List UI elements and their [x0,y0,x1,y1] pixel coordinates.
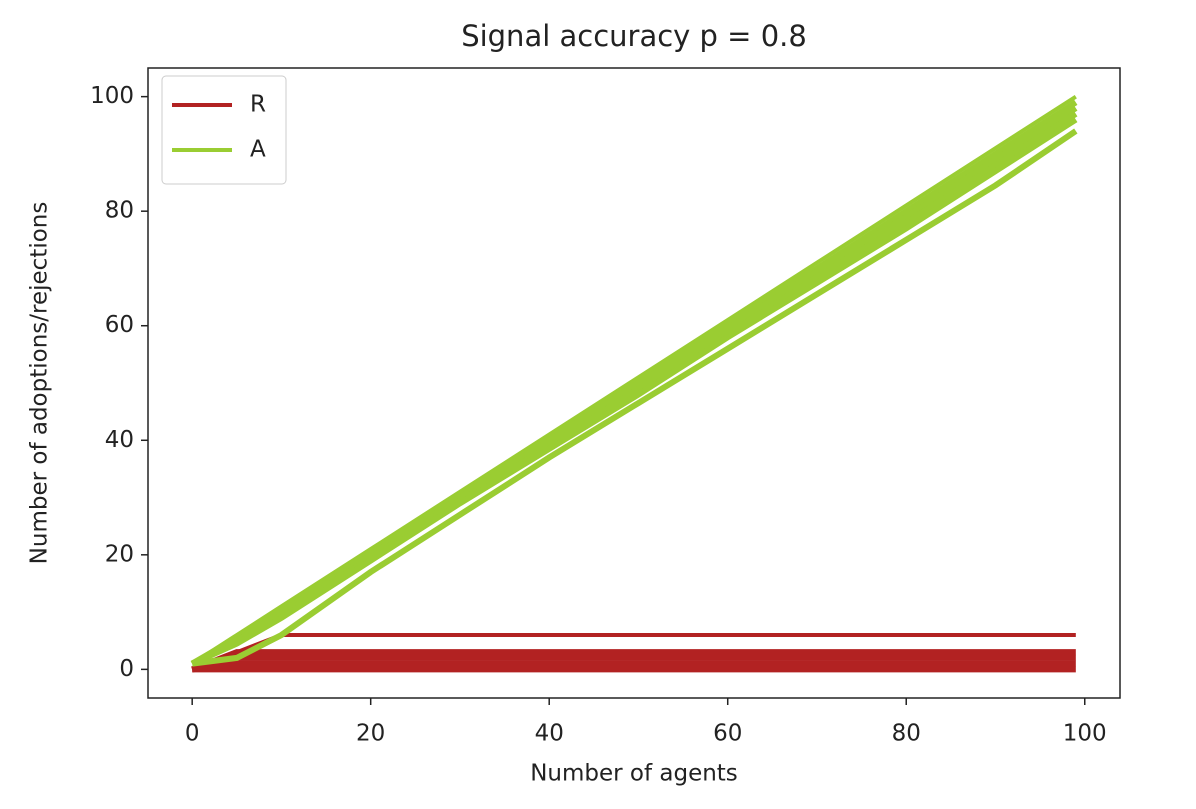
x-tick-label: 20 [356,721,385,747]
legend-label: R [250,92,266,118]
legend-label: A [250,137,266,163]
x-tick-label: 60 [713,721,742,747]
x-tick-label: 0 [185,721,200,747]
x-tick-label: 40 [535,721,564,747]
y-tick-label: 80 [105,198,134,224]
series-line [190,117,1078,667]
y-tick-label: 60 [105,312,134,338]
x-tick-label: 100 [1063,721,1107,747]
y-tick-label: 40 [105,427,134,453]
series-line [191,660,1076,673]
chart-title: Signal accuracy p = 0.8 [461,19,807,53]
x-tick-label: 80 [892,721,921,747]
y-tick-label: 20 [105,541,134,567]
plot-frame [147,67,1121,699]
series-line [191,128,1078,667]
series-line [191,654,1076,673]
y-tick-label: 0 [119,656,134,682]
series-line [191,649,1076,673]
legend-box [161,75,287,185]
y-tick-label: 100 [90,83,134,109]
y-axis-label: Number of adoptions/rejections [27,202,53,565]
x-axis-label: Number of agents [530,761,738,787]
